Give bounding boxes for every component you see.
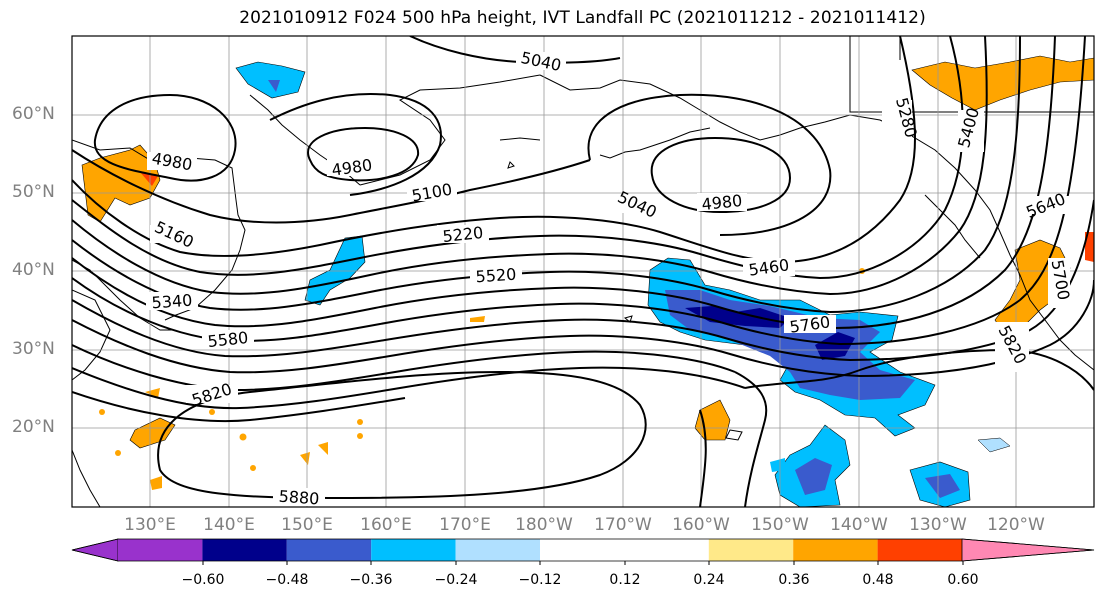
lat-label: 40°N: [12, 260, 55, 280]
map-panel: 5040 4980 4980 4980 5100 5040 4980 5280 …: [71, 35, 1095, 509]
lat-label: 50°N: [12, 182, 55, 202]
lon-label: 140°E: [203, 515, 255, 535]
colorbar-cell: [371, 539, 456, 561]
colorbar-tick-label: −0.60: [181, 572, 225, 588]
colorbar-tick-label: 0.12: [609, 572, 641, 588]
lon-label: 130°W: [909, 515, 967, 535]
contour-label: 5880: [278, 487, 320, 509]
coastlines: [72, 36, 1094, 507]
lat-label: 30°N: [12, 339, 55, 359]
lat-label: 20°N: [12, 417, 55, 437]
colorbar-cell: [455, 539, 540, 561]
lon-label: 180°W: [515, 515, 573, 535]
colorbar-outline: [71, 538, 1095, 562]
lon-label: 140°W: [830, 515, 888, 535]
lat-label: 60°N: [12, 104, 55, 124]
colorbar-tick-label: 0.24: [693, 572, 725, 588]
colorbar-cell: [793, 539, 878, 561]
colorbar-cell: [708, 539, 794, 561]
colorbar-cell: [877, 539, 962, 561]
colorbar-tick-label: −0.24: [434, 572, 478, 588]
contour-label: 5340: [151, 291, 193, 313]
contour-label: 5520: [475, 265, 517, 287]
map-title: 2021010912 F024 500 hPa height, IVT Land…: [239, 8, 926, 28]
lon-label: 150°E: [281, 515, 333, 535]
colorbar-tick-label: 0.48: [862, 572, 894, 588]
negative-anomaly-region: [304, 235, 366, 306]
contour-label: 5220: [442, 223, 484, 246]
colorbar-tick-label: 0.60: [947, 572, 979, 588]
lon-label: 160°E: [360, 515, 412, 535]
colorbar-cell: [540, 539, 625, 561]
colorbar-cell: [202, 539, 287, 561]
lon-label: 120°W: [987, 515, 1045, 535]
colorbar-tick-label: 0.36: [778, 572, 810, 588]
lon-label: 130°E: [124, 515, 176, 535]
colorbar-extend-min: [71, 538, 119, 562]
lon-label: 170°W: [594, 515, 652, 535]
lon-label: 170°E: [439, 515, 491, 535]
contour-label: 4980: [701, 191, 743, 214]
colorbar-cell: [624, 539, 709, 561]
colorbar-extend-max: [961, 538, 1095, 562]
colorbar-cell: [286, 539, 372, 561]
colorbar-tick-label: −0.36: [349, 572, 393, 588]
lon-label: 150°W: [751, 515, 809, 535]
contour-label: 5580: [207, 328, 249, 351]
lon-label: 160°W: [672, 515, 730, 535]
colorbar-tick-label: −0.48: [265, 572, 309, 588]
colorbar-tick-label: −0.12: [518, 572, 562, 588]
colorbar-cell: [118, 539, 203, 561]
